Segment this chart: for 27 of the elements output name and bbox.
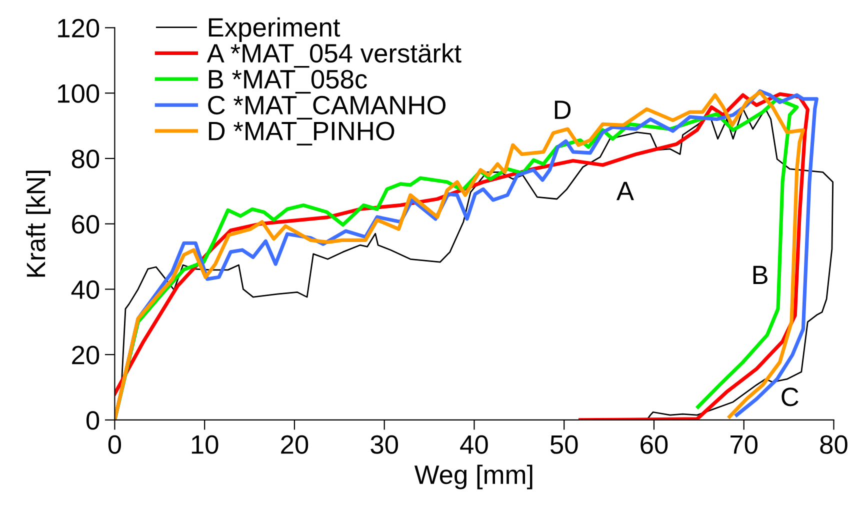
x-tick-label: 40 — [460, 435, 488, 454]
x-tick-label: 60 — [640, 435, 668, 454]
legend-label: C *MAT_CAMANHO — [208, 96, 446, 120]
annotation: A — [616, 182, 634, 200]
legend-label: D *MAT_PINHO — [208, 122, 394, 146]
y-tick-label: 80 — [72, 150, 100, 168]
x-axis-title: Weg [mm] — [414, 464, 532, 490]
x-tick-label: 80 — [820, 435, 848, 454]
y-tick-label: 20 — [72, 346, 100, 364]
y-axis-title: Kraft [kN] — [26, 170, 51, 277]
annotation: D — [554, 100, 571, 119]
x-tick-label: 10 — [192, 435, 218, 454]
legend-label: B *MAT_058c — [208, 70, 367, 94]
legend-label: A *MAT_054 verstärkt — [206, 43, 462, 68]
y-tick-label: 100 — [58, 84, 100, 103]
y-tick-label: 60 — [72, 214, 100, 234]
x-tick-label: 20 — [281, 435, 308, 454]
x-tick-label: 70 — [730, 435, 758, 454]
x-tick-label: 0 — [108, 435, 122, 454]
y-tick-label: 40 — [71, 280, 100, 300]
x-tick-label: 50 — [550, 435, 578, 454]
legend-label: Experiment — [208, 17, 340, 42]
x-tick-label: 30 — [370, 435, 398, 454]
y-tick-label: 120 — [58, 18, 100, 38]
annotation: C — [782, 388, 798, 406]
y-tick-label: 0 — [86, 411, 100, 430]
annotation: B — [753, 266, 768, 284]
